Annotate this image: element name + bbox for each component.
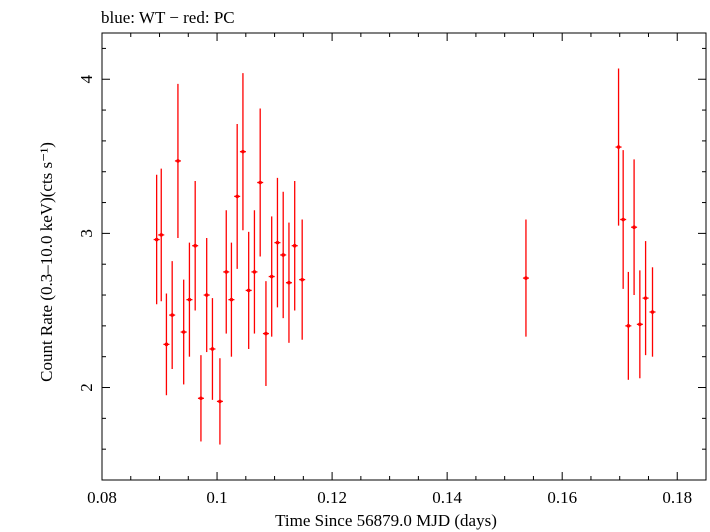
point-marker	[235, 194, 239, 199]
chart-title: blue: WT − red: PC	[101, 8, 235, 27]
point-marker	[229, 297, 234, 302]
point-marker	[170, 313, 174, 317]
point-marker	[181, 330, 186, 334]
point-marker	[210, 347, 215, 351]
point-marker	[621, 217, 625, 222]
y-tick-label: 2	[77, 383, 96, 392]
data-point	[197, 355, 204, 442]
point-marker	[643, 296, 648, 300]
y-tick-label: 3	[77, 229, 96, 238]
y-axis-label: Count Rate (0.3–10.0 keV)(cts s⁻¹)	[37, 142, 56, 382]
x-tick-label: 0.18	[662, 488, 692, 507]
point-marker	[632, 225, 636, 230]
point-marker	[218, 399, 222, 404]
point-marker	[252, 270, 257, 274]
point-marker	[638, 322, 642, 327]
data-point	[280, 191, 287, 319]
axis-ticks	[101, 33, 707, 481]
x-tick-labels: 0.08 0.1 0.12 0.14 0.16 0.18	[87, 488, 692, 507]
x-tick-label: 0.08	[87, 488, 117, 507]
point-marker	[300, 277, 304, 282]
point-marker	[159, 233, 164, 237]
point-marker	[264, 331, 268, 336]
point-marker	[204, 293, 209, 297]
data-point	[262, 281, 269, 386]
data-point	[216, 358, 223, 445]
point-marker	[224, 270, 229, 274]
point-marker	[275, 240, 280, 245]
data-point	[245, 231, 252, 349]
data-point	[642, 241, 649, 356]
point-marker	[246, 288, 251, 293]
data-point	[251, 210, 258, 334]
point-marker	[199, 396, 203, 401]
data-point	[234, 123, 241, 269]
data-point	[620, 150, 627, 289]
data-point	[203, 238, 210, 353]
data-point	[299, 219, 306, 340]
data-point	[274, 177, 281, 308]
x-tick-label: 0.16	[547, 488, 577, 507]
data-point	[239, 73, 246, 231]
point-marker	[292, 243, 297, 248]
data-point	[625, 271, 632, 380]
data-point	[649, 267, 656, 357]
data-point	[153, 174, 160, 305]
data-point	[615, 68, 622, 226]
point-marker	[281, 253, 286, 257]
plot-frame	[101, 32, 707, 481]
data-point	[631, 159, 638, 296]
data-point	[174, 83, 181, 239]
point-marker	[193, 243, 197, 248]
y-tick-label: 4	[77, 74, 96, 83]
data-point	[291, 180, 298, 311]
x-tick-label: 0.12	[317, 488, 347, 507]
data-point	[257, 108, 264, 257]
data-point	[223, 210, 230, 334]
x-tick-label: 0.14	[432, 488, 462, 507]
point-marker	[187, 297, 192, 302]
point-marker	[287, 280, 291, 285]
data-point	[636, 270, 643, 379]
y-tick-labels: 2 3 4	[77, 74, 96, 391]
point-marker	[154, 237, 159, 242]
point-marker	[241, 149, 245, 154]
data-point	[228, 242, 235, 357]
data-point	[192, 180, 199, 311]
point-marker	[258, 180, 262, 185]
point-marker	[616, 145, 621, 149]
data-point	[268, 216, 275, 337]
x-tick-label: 0.1	[206, 488, 227, 507]
data-point	[209, 298, 216, 400]
point-marker	[524, 276, 528, 280]
point-marker	[626, 324, 631, 328]
data-point	[169, 261, 176, 370]
data-point	[522, 219, 529, 337]
point-marker	[176, 159, 180, 163]
point-marker	[650, 310, 655, 314]
point-marker	[269, 274, 274, 279]
data-point	[180, 279, 187, 385]
x-axis-label: Time Since 56879.0 MJD (days)	[275, 511, 497, 530]
data-point	[163, 293, 170, 396]
data-point	[186, 242, 193, 357]
data-points	[153, 68, 656, 445]
data-point	[285, 222, 292, 343]
point-marker	[164, 342, 169, 347]
data-point	[158, 168, 165, 302]
